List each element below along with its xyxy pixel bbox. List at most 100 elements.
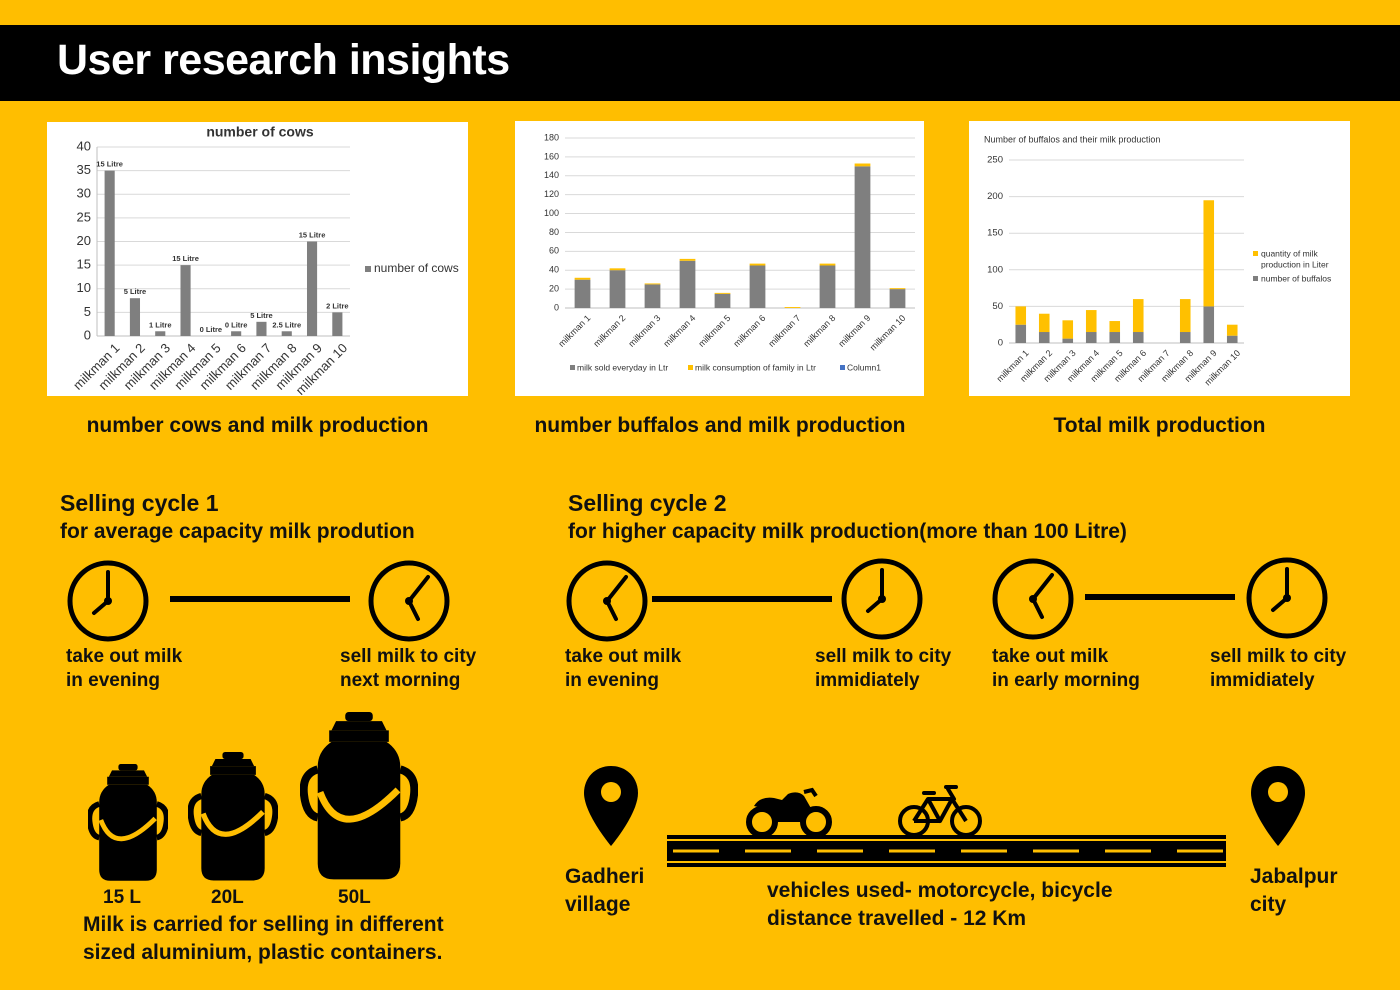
bar [1109,321,1121,333]
cycle2-connector-2 [1085,594,1235,600]
bar [1062,338,1074,343]
bar [1038,332,1050,343]
step-line: in evening [565,670,659,691]
chart-caption-buffalos: number buffalos and milk production [534,414,906,437]
milk-can-icon [88,764,168,881]
bar [1109,332,1121,343]
distance-text: distance travelled - 12 Km [767,907,1027,930]
y-tick-label: 10 [77,280,91,295]
chart-card-cows: number of cows 0 5 10 15 20 25 30 35 40 15 Litre mi… [47,122,468,396]
step-line: sell milk to city [815,646,952,667]
data-label: 0 Litre [200,325,223,334]
cycle1-title: Selling cycle 1 [60,490,219,516]
bar [1132,332,1144,343]
bar [609,268,626,271]
road-icon [667,835,1226,867]
bar [1179,299,1191,333]
step-line: in early morning [992,670,1140,691]
x-tick-label: milkman 7 [766,313,802,349]
data-label: 15 Litre [96,160,123,169]
chart-card-total: Number of buffalos and their milk produc… [969,121,1350,396]
clock-icon [841,558,923,640]
chart-card-buffalos: 0 20 40 60 80 100 120 140 160 180 milkman 1 milkman… [515,121,924,396]
motorcycle-icon [746,787,832,838]
chart-title: Number of buffalos and their milk produc… [984,134,1160,144]
step-line: next morning [340,670,461,691]
clock-icon [67,560,149,642]
bar [1062,320,1074,339]
bicycle-icon [898,785,982,837]
cycle2-title: Selling cycle 2 [568,490,727,516]
destination-label: Jabalpur city [1250,863,1338,919]
bar [574,279,591,308]
bar [1015,306,1027,325]
bar [1132,299,1144,333]
bar [1203,200,1215,307]
step-line: take out milk [66,646,183,667]
y-tick-label: 20 [549,283,559,293]
y-tick-label: 50 [992,301,1003,312]
y-tick-label: 25 [77,209,91,224]
y-tick-label: 30 [77,186,91,201]
bar [679,258,696,261]
bar [1085,332,1097,343]
bar [332,312,343,336]
place-line: Jabalpur [1250,865,1338,888]
y-tick-label: 40 [77,138,91,153]
data-label: 5 Litre [250,311,273,320]
cycle1-step2-label: sell milk to city next morning [340,645,476,693]
bar [819,265,836,308]
milk-can-icon [188,752,278,881]
cycle2-connector-1 [652,596,832,602]
bar [889,288,906,290]
y-tick-label: 160 [544,151,559,161]
legend-label: milk consumption of family in Ltr [695,362,816,372]
container-label-20l: 20L [211,887,244,908]
container-label-15l: 15 L [103,887,142,908]
x-tick-label: milkman 5 [696,313,732,349]
bar [819,263,836,266]
bar [155,331,166,336]
data-label: 0 Litre [225,320,248,329]
y-tick-label: 200 [987,191,1003,202]
bar [104,170,115,336]
legend-swatch [840,365,845,370]
containers-note: Milk is carried for selling in different… [83,911,444,967]
bar [1015,324,1027,343]
x-tick-label: milkman 4 [661,313,697,349]
y-tick-label: 0 [554,302,559,312]
legend-swatch [1253,251,1258,256]
x-tick-label: milkman 3 [626,313,662,349]
bar [749,265,766,308]
x-tick-label: milkman 1 [556,313,592,349]
y-tick-label: 150 [987,228,1003,239]
note-line: Milk is carried for selling in different [83,913,444,936]
bar [854,163,871,167]
data-label: 2 Litre [326,301,349,310]
cycle1-subtitle: for average capacity milk prodution [60,520,415,543]
header-bar [0,25,1400,101]
cycle1-connector [170,596,350,602]
chart-caption-total: Total milk production [1053,414,1266,437]
container-label-50l: 50L [338,887,371,908]
y-tick-label: 100 [987,264,1003,275]
bar [231,331,242,336]
legend-label: number of cows [374,261,459,275]
bar [256,321,267,336]
legend-swatch [688,365,693,370]
milk-can-icon [300,712,418,880]
x-tick-label: milkman 6 [731,313,767,349]
page-title: User research insights [57,36,510,84]
legend-label: quantity of milk [1261,248,1318,258]
y-tick-label: 0 [998,338,1003,349]
location-pin-icon [1251,766,1305,846]
bar [1226,335,1238,343]
bar [1085,310,1097,333]
cycle2-step1-label: take out milk in evening [565,645,681,693]
y-tick-label: 120 [544,189,559,199]
step-line: take out milk [992,646,1109,667]
y-tick-label: 5 [84,304,91,319]
legend-label: number of buffalos [1261,273,1331,283]
note-line: sized aluminium, plastic containers. [83,941,443,964]
y-tick-label: 140 [544,170,559,180]
